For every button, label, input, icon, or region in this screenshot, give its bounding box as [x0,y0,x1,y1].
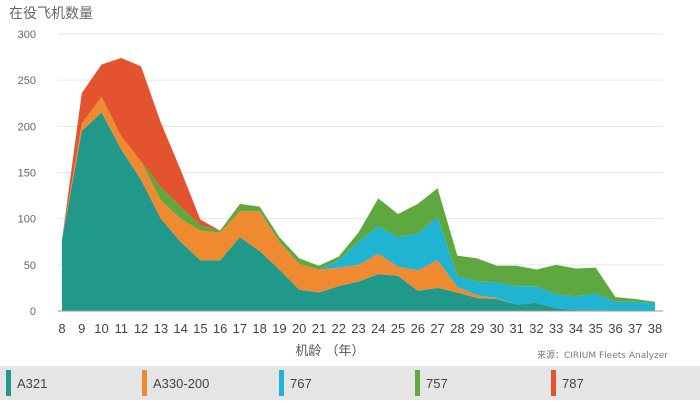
x-tick-label: 23 [351,321,365,336]
x-tick-label: 34 [569,321,583,336]
y-tick-label: 0 [30,306,36,318]
x-tick-label: 14 [173,321,187,336]
x-tick-label: 24 [371,321,385,336]
x-tick-label: 15 [193,321,207,336]
x-tick-label: 28 [450,321,464,336]
x-tick-label: 12 [134,321,148,336]
legend-label: A321 [17,375,48,391]
legend-label: A330-200 [153,375,210,391]
x-tick-label: 17 [233,321,247,336]
x-tick-label: 30 [490,321,504,336]
x-tick-label: 26 [411,321,425,336]
x-tick-label: 22 [331,321,345,336]
legend-label: 767 [290,375,312,391]
area-series-a321 [62,112,655,311]
area-series-757 [62,96,655,303]
x-axis-ticks: 8 9 10 11 12 13 14 15 16 17 18 19 20 21 22 23 24 25 26 27 28… [58,321,662,336]
x-tick-label: 25 [391,321,405,336]
x-tick-label: 31 [509,321,523,336]
y-tick-label: 100 [18,214,36,226]
x-tick-label: 33 [549,321,563,336]
x-tick-label: 18 [252,321,266,336]
y-tick-label: 250 [18,75,36,87]
legend-item-a321: A321 [6,366,47,400]
legend-swatch [142,370,147,396]
x-tick-label: 16 [213,321,227,336]
x-tick-label: 13 [154,321,168,336]
x-tick-label: 19 [272,321,286,336]
x-tick-label: 37 [628,321,642,336]
x-tick-label: 21 [312,321,326,336]
x-tick-label: 8 [58,321,65,336]
x-tick-label: 9 [78,321,85,336]
legend-swatch [551,370,556,396]
x-tick-label: 10 [94,321,108,336]
y-tick-label: 50 [24,260,36,272]
x-tick-label: 38 [648,321,662,336]
chart-title: 在役飞机数量 [9,5,93,21]
x-tick-label: 36 [608,321,622,336]
area-series-a330-200 [62,96,655,311]
legend-item-767: 767 [279,366,312,400]
legend-item-787: 787 [551,366,584,400]
legend-label: 787 [562,375,584,391]
x-tick-label: 35 [588,321,602,336]
x-tick-label: 29 [470,321,484,336]
y-tick-label: 150 [18,168,36,180]
x-tick-label: 11 [115,321,129,336]
x-tick-label: 32 [529,321,543,336]
legend-label: 757 [426,375,448,391]
x-tick-label: 27 [430,321,444,336]
legend-swatch [6,370,11,396]
area-series-787 [62,58,655,302]
source-note: 来源：CIRIUM Fleets Analyzer [537,350,668,361]
x-tick-label: 20 [292,321,306,336]
y-tick-label: 300 [18,29,36,41]
legend-item-757: 757 [415,366,448,400]
x-axis-label: 机龄 （年） [295,344,364,359]
legend: A321 A330-200 767 757 787 [0,366,700,400]
y-tick-label: 200 [18,121,36,133]
y-axis-ticks: 0 50 100 150 200 250 300 [18,29,36,318]
legend-item-a330-200: A330-200 [142,366,209,400]
stacked-areas [62,58,655,311]
legend-swatch [279,370,284,396]
legend-swatch [415,370,420,396]
